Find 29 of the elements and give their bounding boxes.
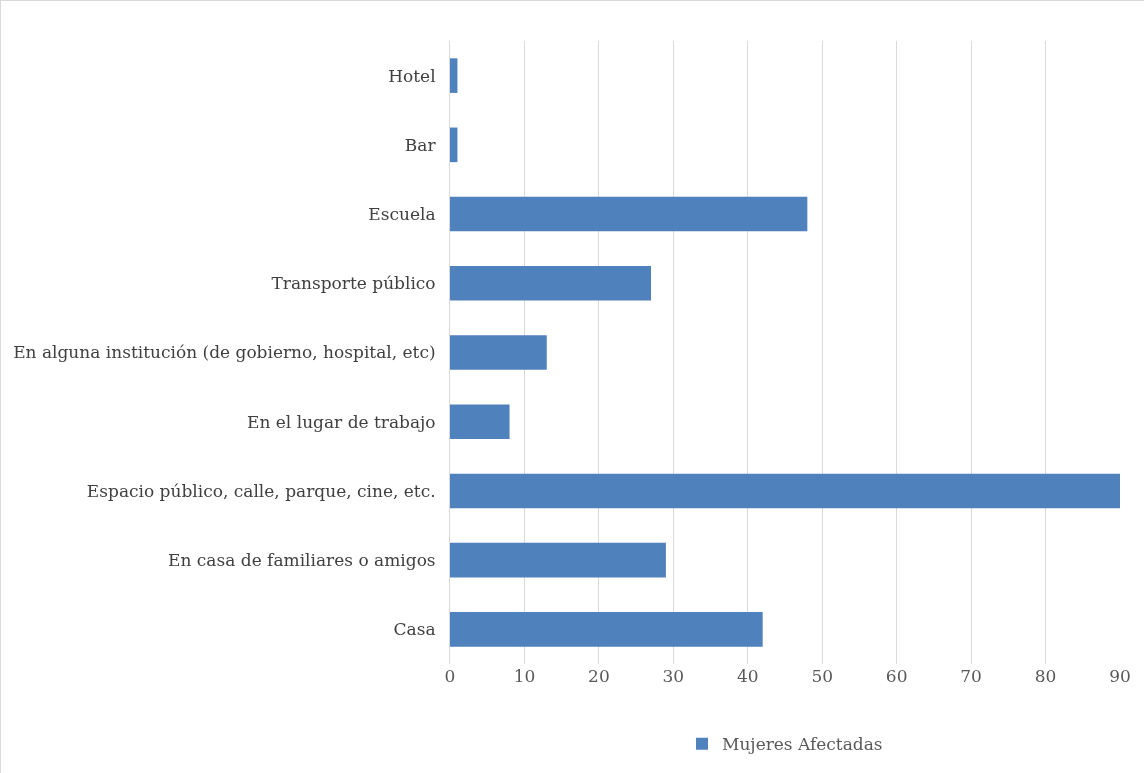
x-tick-label: 90 [1109,666,1131,686]
x-tick-label: 30 [662,666,685,686]
x-tick-label: 60 [885,666,908,686]
bar [450,58,458,93]
legend-label: Mujeres Afectadas [722,734,883,755]
bar [450,335,547,370]
y-tick-label: Bar [404,134,437,155]
y-tick-label: Casa [393,619,436,640]
y-tick-label: Hotel [388,65,436,86]
x-tick-label: 70 [960,666,982,686]
x-tick-label: 40 [736,666,759,686]
bar [450,265,651,301]
bar [450,196,808,232]
bar [450,127,458,163]
x-tick-label: 10 [513,666,536,686]
x-tick-label: 0 [444,666,456,686]
y-tick-label: En casa de familiares o amigos [168,550,436,571]
y-tick-label: En el lugar de trabajo [247,411,436,432]
x-tick-label: 20 [588,666,610,686]
y-tick-label: Espacio público, calle, parque, cine, etc. [86,480,436,501]
x-tick-label: 80 [1034,666,1057,686]
y-tick-label: Escuela [368,204,436,225]
bar [450,542,666,578]
bar [450,473,1120,509]
bar [450,612,763,647]
x-tick-label: 50 [811,666,834,686]
y-tick-label: En alguna institución (de gobierno, hospital, etc) [13,342,436,363]
y-tick-label: Transporte público [271,273,436,294]
bar [450,404,510,440]
